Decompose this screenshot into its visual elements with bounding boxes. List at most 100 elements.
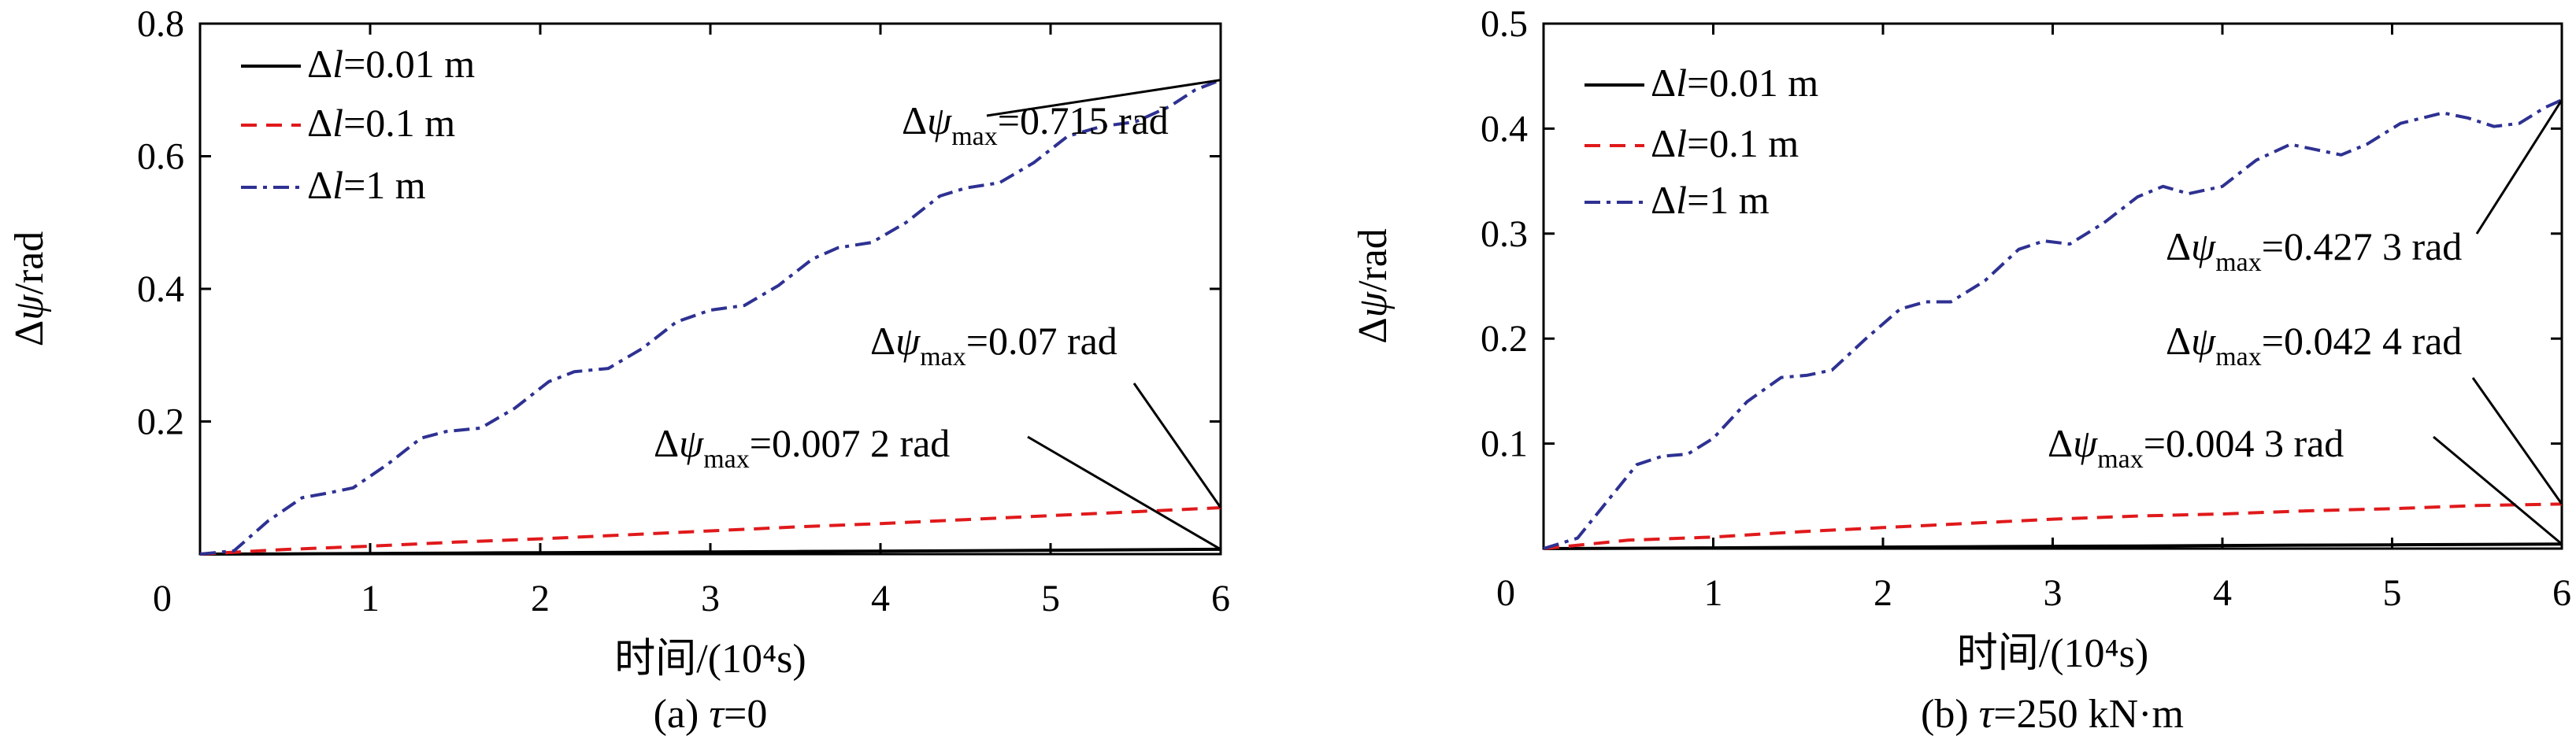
annotation-symbol: ψ — [2073, 421, 2098, 465]
x-tick-label: 0 — [1496, 572, 1515, 614]
annotation-symbol: ψ — [927, 98, 952, 142]
caption-suffix: =250 kN·m — [1993, 692, 2184, 737]
legend-value: =0.01 m — [343, 42, 475, 86]
legend-label-1: Δl=0.01 m — [1651, 61, 1818, 105]
x-tick-label: 4 — [871, 578, 890, 619]
panel-caption: (a) τ=0 — [654, 692, 768, 737]
annotation-text-2: Δψmax=0.07 rad — [870, 319, 1118, 372]
series-line-2 — [1543, 502, 2563, 550]
legend-symbol: l — [332, 101, 343, 145]
y-tick-label: 0.4 — [1481, 108, 1528, 150]
annotation-subscript: max — [2215, 342, 2262, 372]
series-line-2 — [199, 506, 1221, 556]
annotation-symbol: ψ — [2191, 319, 2216, 363]
annotation-delta: Δ — [870, 319, 895, 363]
annotation-leader-3 — [2433, 435, 2563, 545]
panel-caption: (b) τ=250 kN·m — [1921, 692, 2184, 737]
legend-symbol: l — [332, 163, 343, 207]
y-tick-label: 0.8 — [137, 3, 184, 45]
annotation-symbol: ψ — [2191, 224, 2216, 268]
annotation-value: =0.427 3 rad — [2262, 224, 2463, 268]
annotation-text-3: Δψmax=0.004 3 rad — [2048, 421, 2344, 474]
legend-symbol: l — [1676, 61, 1687, 105]
ylabel-delta: Δ — [7, 320, 52, 346]
x-tick-label: 2 — [1874, 572, 1892, 614]
legend-value: =0.1 m — [343, 101, 455, 145]
annotation-leader-2 — [2471, 377, 2563, 505]
x-tick-label: 6 — [1211, 578, 1230, 619]
series-line-3 — [1543, 98, 2563, 550]
annotation-value: =0.042 4 rad — [2262, 319, 2463, 363]
y-axis-label: Δψ/rad — [7, 231, 52, 347]
legend-symbol: l — [1676, 121, 1687, 165]
legend-delta: Δ — [307, 101, 332, 145]
y-tick-label: 0.6 — [137, 136, 184, 178]
legend-value: =1 m — [1687, 178, 1770, 222]
legend-label-2: Δl=0.1 m — [1651, 121, 1799, 165]
annotation-text-1: Δψmax=0.715 rad — [902, 98, 1169, 151]
x-tick-label: 2 — [531, 578, 550, 619]
legend-delta: Δ — [307, 163, 332, 207]
legend-delta: Δ — [1651, 61, 1676, 105]
ylabel-delta: Δ — [1351, 317, 1395, 343]
caption-symbol: τ — [1979, 692, 1996, 737]
series-line-1 — [199, 547, 1221, 556]
annotation-leader-1 — [2475, 99, 2563, 235]
legend-label-1: Δl=0.01 m — [307, 42, 475, 86]
annotation-text-1: Δψmax=0.427 3 rad — [2166, 224, 2462, 277]
annotation-delta: Δ — [2166, 319, 2191, 363]
annotation-subscript: max — [2215, 248, 2262, 277]
annotation-delta: Δ — [902, 98, 927, 142]
ylabel-unit: /rad — [7, 231, 52, 295]
annotation-leader-2 — [1132, 383, 1222, 508]
y-tick-label: 0.2 — [1481, 318, 1528, 360]
ylabel-symbol: ψ — [7, 294, 52, 320]
legend-delta: Δ — [1651, 121, 1676, 165]
ylabel-unit: /rad — [1351, 228, 1395, 292]
chart-panel-a: 0 1 2 3 4 5 60.20.40.60.8时间/(10⁴s)Δψ/radΔl=0.0… — [7, 3, 1230, 737]
x-axis-label: 时间/(10⁴s) — [1957, 631, 2148, 676]
y-tick-label: 0.1 — [1481, 423, 1528, 465]
legend-label-3: Δl=1 m — [1651, 178, 1770, 222]
annotation-leader-3 — [1027, 435, 1221, 551]
x-tick-label: 1 — [361, 578, 380, 619]
annotation-subscript: max — [920, 342, 966, 372]
y-tick-label: 0.3 — [1481, 213, 1528, 255]
x-tick-label: 5 — [1041, 578, 1060, 619]
x-tick-label: 3 — [2044, 572, 2063, 614]
series-line-1 — [1543, 542, 2563, 550]
x-tick-label: 0 — [153, 578, 172, 619]
legend-delta: Δ — [1651, 178, 1676, 222]
annotation-delta: Δ — [654, 421, 679, 465]
annotation-leader-1 — [986, 79, 1221, 117]
annotation-value: =0.07 rad — [966, 319, 1118, 363]
annotation-value: =0.007 2 rad — [750, 421, 951, 465]
legend-symbol: l — [332, 42, 343, 86]
legend-symbol: l — [1676, 178, 1687, 222]
legend-value: =0.01 m — [1687, 61, 1818, 105]
annotation-delta: Δ — [2166, 224, 2191, 268]
annotation-delta: Δ — [2048, 421, 2073, 465]
annotation-subscript: max — [951, 122, 998, 151]
chart-panel-b: 0 1 2 3 4 5 60.10.20.30.40.5时间/(10⁴s)Δψ/radΔl=… — [1351, 3, 2571, 737]
legend-delta: Δ — [307, 42, 332, 86]
x-tick-label: 4 — [2213, 572, 2232, 614]
caption-prefix: (a) — [654, 692, 710, 737]
y-tick-label: 0.4 — [137, 268, 184, 310]
series-line-3 — [199, 78, 1221, 556]
x-axis-label: 时间/(10⁴s) — [614, 637, 806, 682]
x-tick-label: 5 — [2383, 572, 2402, 614]
x-tick-label: 6 — [2552, 572, 2571, 614]
annotation-symbol: ψ — [895, 319, 921, 363]
y-axis-label: Δψ/rad — [1351, 228, 1395, 344]
annotation-value: =0.715 rad — [998, 98, 1169, 142]
annotation-text-2: Δψmax=0.042 4 rad — [2166, 319, 2462, 372]
caption-suffix: =0 — [724, 692, 767, 737]
annotation-subscript: max — [2097, 445, 2144, 474]
legend-value: =1 m — [343, 163, 426, 207]
y-tick-label: 0.2 — [137, 401, 184, 443]
caption-symbol: τ — [709, 692, 725, 737]
annotation-subscript: max — [703, 445, 750, 474]
legend-label-2: Δl=0.1 m — [307, 101, 455, 145]
